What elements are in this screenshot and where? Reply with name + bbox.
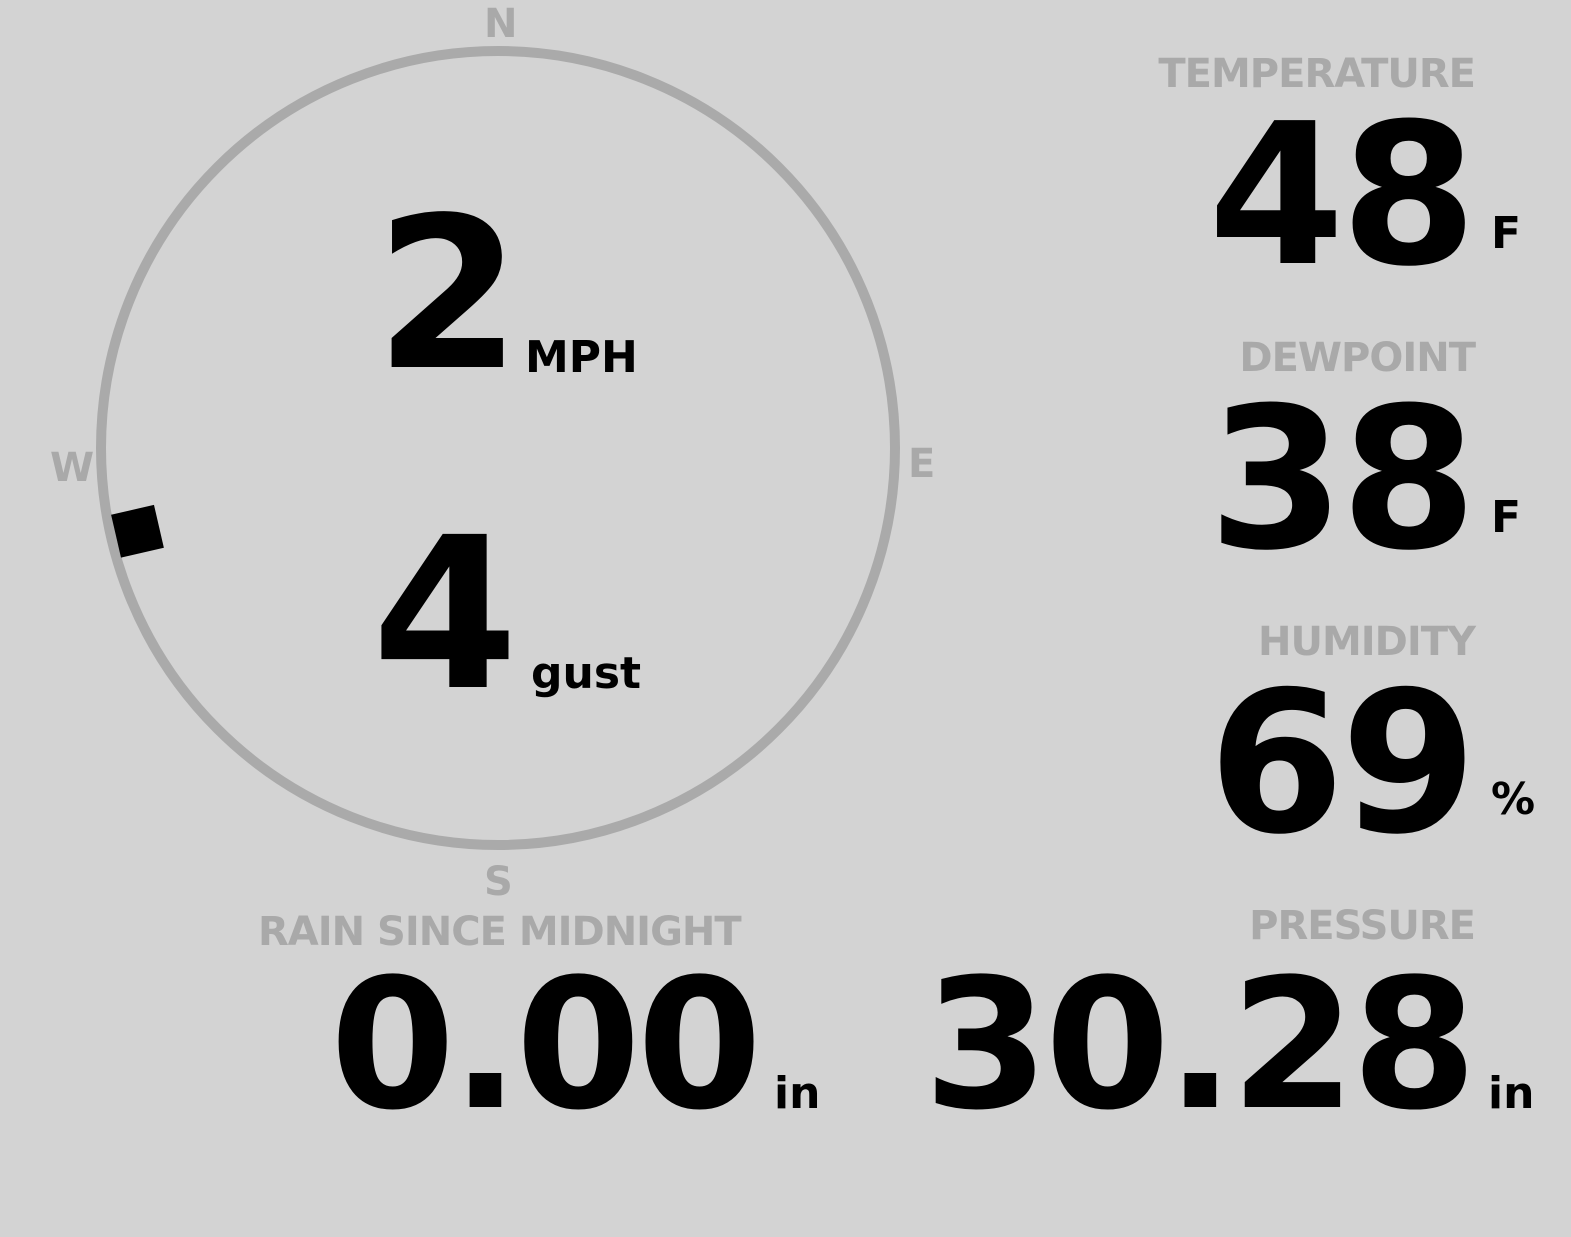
compass-west: W [50, 445, 95, 491]
wind-gust: 4 [372, 492, 518, 737]
dewpoint-label: DEWPOINT [1239, 335, 1476, 381]
rain-unit: in [774, 1068, 821, 1119]
compass-north: N [484, 1, 518, 47]
temperature-label: TEMPERATURE [1158, 51, 1476, 97]
humidity-value: 69 [1208, 650, 1477, 878]
pressure-unit: in [1488, 1068, 1535, 1119]
dewpoint-unit: F [1491, 492, 1522, 543]
wind-speed-unit: MPH [525, 332, 638, 383]
wind-gust-unit: gust [531, 648, 642, 699]
wind-direction-marker [111, 504, 164, 558]
pressure-label: PRESSURE [1249, 903, 1476, 949]
temperature-value: 48 [1208, 82, 1477, 310]
compass-east: E [908, 441, 936, 487]
rain-value: 0.00 [330, 941, 762, 1150]
pressure-value: 30.28 [923, 941, 1477, 1150]
wind-speed: 2 [375, 172, 521, 417]
compass-ring [96, 46, 900, 850]
compass-south: S [484, 859, 513, 905]
dewpoint-value: 38 [1208, 366, 1477, 594]
temperature-unit: F [1491, 208, 1522, 259]
rain-label: RAIN SINCE MIDNIGHT [258, 909, 742, 955]
humidity-label: HUMIDITY [1258, 619, 1476, 665]
humidity-unit: % [1491, 774, 1536, 825]
